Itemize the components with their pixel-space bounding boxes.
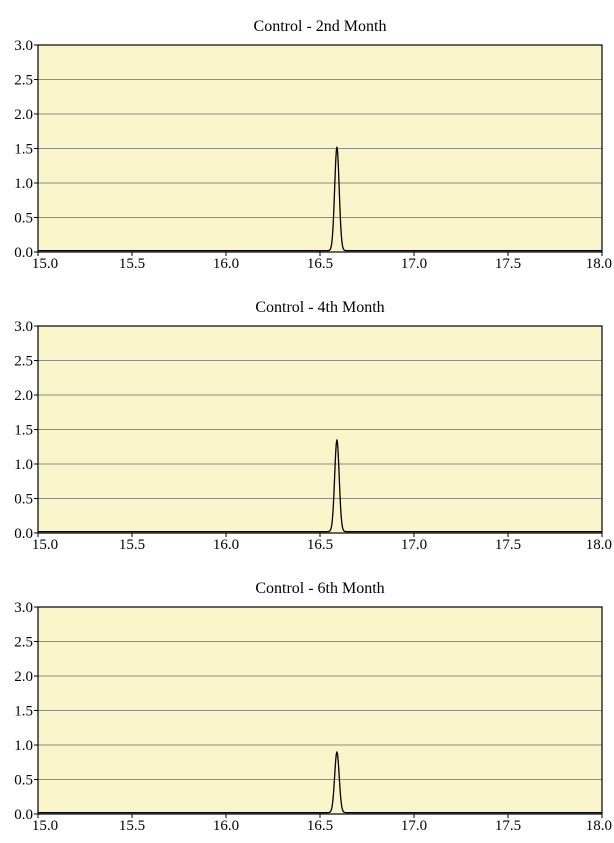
y-tick-label: 0.0 (14, 807, 33, 823)
y-tick-label: 3.0 (14, 38, 33, 54)
x-tick-label: 17.0 (401, 537, 427, 553)
chromatogram-trace (37, 146, 603, 252)
y-tick-label: 3.0 (14, 600, 33, 616)
x-tick-label: 17.5 (495, 818, 521, 834)
y-tick-label: 0.5 (14, 492, 33, 508)
x-tick-label: 15.5 (119, 537, 145, 553)
x-tick-label: 15.0 (32, 818, 58, 834)
y-tick-label: 1.0 (14, 457, 33, 473)
y-tick-label: 1.5 (14, 423, 33, 439)
y-tick-label: 2.0 (14, 669, 33, 685)
y-tick-label: 0.0 (14, 245, 33, 261)
y-tick-label: 1.5 (14, 142, 33, 158)
x-tick-label: 18.0 (586, 818, 612, 834)
y-tick-label: 0.5 (14, 211, 33, 227)
y-tick-label: 2.0 (14, 107, 33, 123)
x-tick-label: 17.0 (401, 256, 427, 272)
chart-title: Control - 2nd Month (254, 18, 387, 35)
chart-title: Control - 6th Month (255, 580, 384, 597)
x-tick-label: 16.5 (307, 537, 333, 553)
y-tick-label: 0.0 (14, 526, 33, 542)
x-tick-label: 16.0 (213, 256, 239, 272)
x-tick-label: 16.0 (213, 818, 239, 834)
x-tick-label: 17.5 (495, 256, 521, 272)
y-tick-label: 1.0 (14, 176, 33, 192)
chart-6th-month: Control - 6th Month 0.0 0.5 1.0 1.5 2.0 2.5 3.0… (0, 562, 614, 843)
x-tick-label: 16.5 (307, 256, 333, 272)
chart-svg: Control - 4th Month 0.0 0.5 1.0 1.5 2.0 2.5 3.0… (14, 299, 612, 553)
chart-2nd-month: Control - 2nd Month 0.0 0.5 1.0 1.5 2.0 2.5 3.0… (0, 0, 614, 281)
x-tick-label: 17.5 (495, 537, 521, 553)
y-tick-label: 1.0 (14, 738, 33, 754)
x-tick-label: 15.5 (119, 818, 145, 834)
y-tick-label: 0.5 (14, 773, 33, 789)
x-tick-label: 15.0 (32, 537, 58, 553)
x-tick-label: 16.5 (307, 818, 333, 834)
y-tick-label: 3.0 (14, 319, 33, 335)
y-tick-label: 2.0 (14, 388, 33, 404)
chart-svg: Control - 2nd Month 0.0 0.5 1.0 1.5 2.0 2.5 3.0… (14, 18, 612, 272)
chart-svg: Control - 6th Month 0.0 0.5 1.0 1.5 2.0 2.5 3.0… (14, 580, 612, 834)
chart-4th-month: Control - 4th Month 0.0 0.5 1.0 1.5 2.0 2.5 3.0… (0, 281, 614, 562)
x-tick-label: 15.0 (32, 256, 58, 272)
y-tick-label: 2.5 (14, 73, 33, 89)
y-tick-label: 1.5 (14, 704, 33, 720)
plot-frame (37, 325, 603, 534)
chromatogram-trace (37, 751, 603, 814)
chart-title: Control - 4th Month (255, 299, 384, 316)
x-tick-label: 16.0 (213, 537, 239, 553)
plot-frame (37, 606, 603, 815)
y-tick-label: 2.5 (14, 635, 33, 651)
x-tick-label: 18.0 (586, 256, 612, 272)
chromatogram-trace (37, 439, 603, 533)
x-tick-label: 17.0 (401, 818, 427, 834)
plot-frame (37, 44, 603, 253)
x-tick-label: 18.0 (586, 537, 612, 553)
x-tick-label: 15.5 (119, 256, 145, 272)
y-tick-label: 2.5 (14, 354, 33, 370)
